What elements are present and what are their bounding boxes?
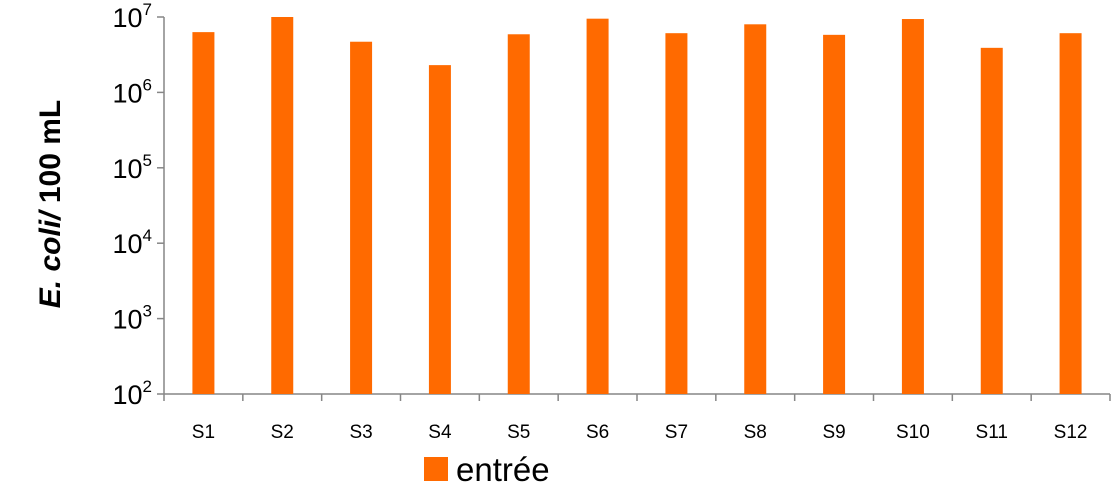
y-tick-label: 103 xyxy=(112,302,152,335)
bar xyxy=(586,18,609,395)
bars xyxy=(192,17,1082,395)
bar xyxy=(665,33,688,395)
x-tick-label: S7 xyxy=(665,422,688,443)
y-tick-label: 105 xyxy=(112,151,152,184)
bar xyxy=(744,24,767,395)
y-tick-label: 106 xyxy=(112,75,152,108)
x-tick-label: S10 xyxy=(896,422,930,443)
x-tick-label: S12 xyxy=(1054,422,1088,443)
bar xyxy=(507,34,530,394)
x-axis: S1 S2 S3 S4 S5 S6 S7 S8 S9 S10 S11 S12 xyxy=(163,393,1111,443)
x-tick-label: S4 xyxy=(428,422,452,443)
x-tick-label: S9 xyxy=(822,422,845,443)
x-tick-label: S2 xyxy=(271,422,294,443)
bar xyxy=(980,47,1003,394)
bar xyxy=(271,17,294,394)
y-axis: 102 103 104 105 106 107 xyxy=(112,0,165,410)
x-tick-label: S6 xyxy=(586,422,609,443)
legend: entrée xyxy=(424,451,550,488)
bar xyxy=(823,34,846,395)
y-tick-label: 102 xyxy=(112,377,152,410)
y-axis-label-unit: 100 mL xyxy=(34,100,67,212)
x-tick-label: S8 xyxy=(744,422,767,443)
x-tick-label: S3 xyxy=(349,422,372,443)
legend-swatch xyxy=(424,457,448,481)
bar xyxy=(350,41,373,395)
legend-label: entrée xyxy=(456,451,550,488)
y-axis-label-italic: E. coli/ xyxy=(34,209,67,308)
x-tick-label: S11 xyxy=(976,422,1008,443)
x-tick-label: S1 xyxy=(192,422,215,443)
y-axis-label: E. coli/ 100 mL xyxy=(34,100,67,308)
bar xyxy=(428,65,451,394)
y-tick-label: 107 xyxy=(112,0,152,33)
bar xyxy=(192,32,215,394)
y-tick-label: 104 xyxy=(112,226,152,259)
x-tick-label: S5 xyxy=(507,422,530,443)
bar xyxy=(1059,33,1082,395)
bar xyxy=(901,19,924,395)
